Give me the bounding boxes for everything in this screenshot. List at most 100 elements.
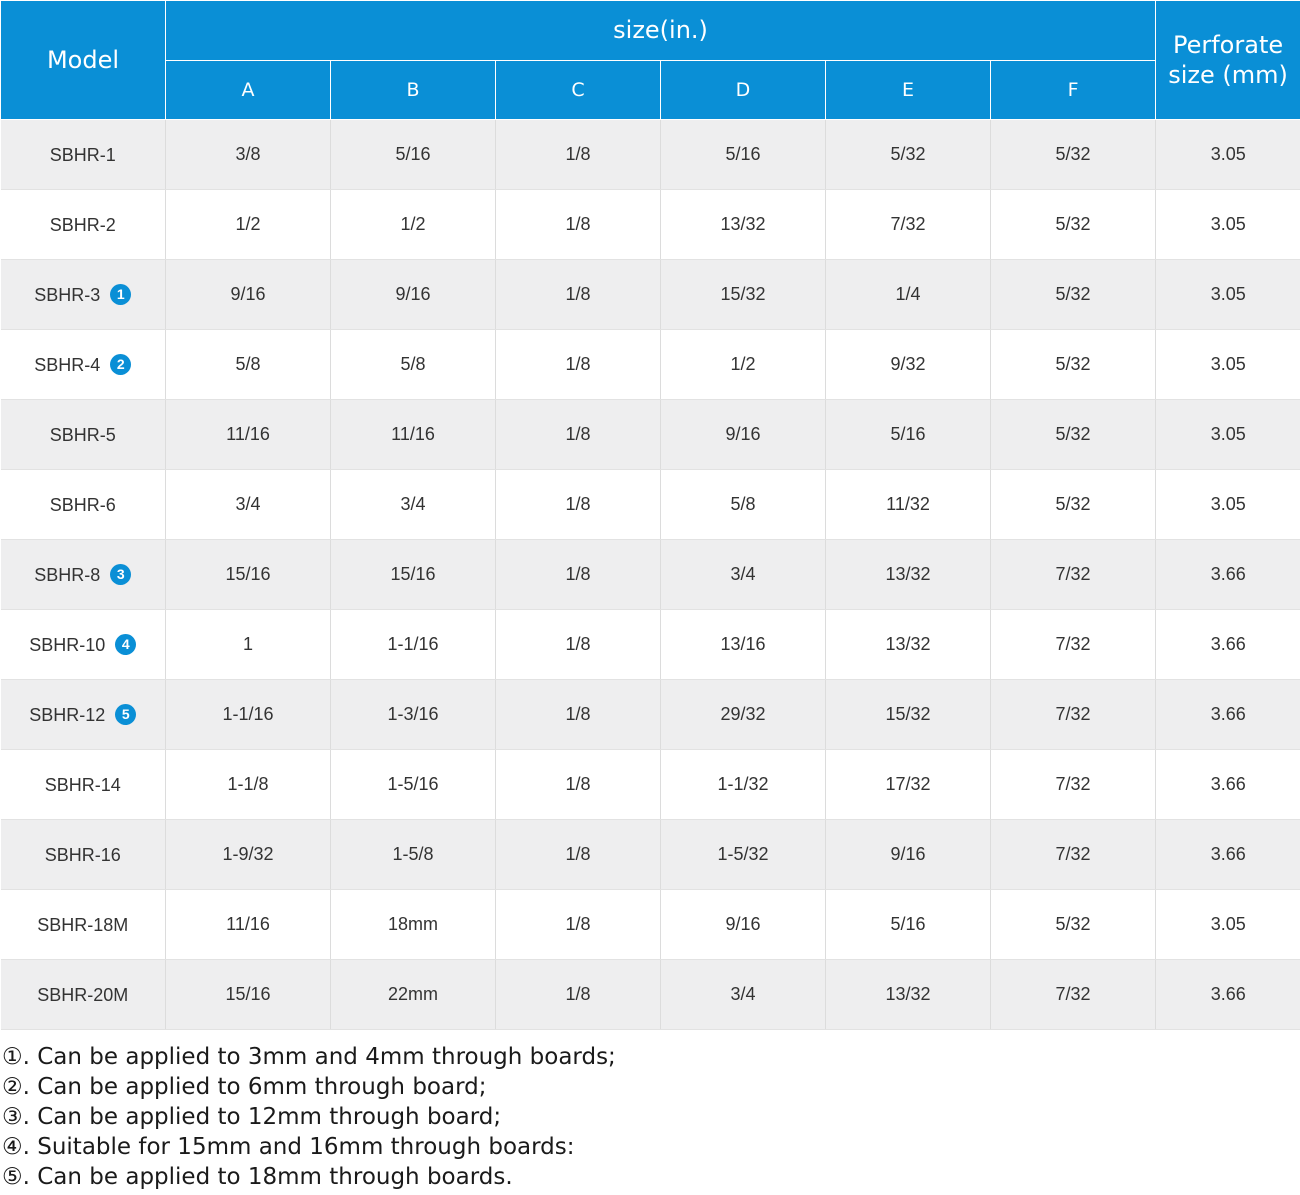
dimension-cell-f: 5/32	[990, 469, 1157, 540]
model-cell: SBHR-3 1	[0, 259, 166, 330]
dimension-cell-d: 13/32	[660, 189, 826, 260]
footnote-badge: 2	[110, 354, 132, 376]
dimension-cell-c: 1/8	[495, 749, 661, 820]
dimension-cell-a: 3/4	[165, 469, 331, 540]
model-cell: SBHR-1	[0, 119, 166, 190]
dimension-cell-f: 5/32	[990, 329, 1157, 400]
model-cell: SBHR-10 4	[0, 609, 166, 680]
dimension-cell-d: 29/32	[660, 679, 826, 750]
model-cell: SBHR-8 3	[0, 539, 166, 610]
footnote-badge: 4	[115, 634, 137, 656]
dimension-cell-e: 1/4	[825, 259, 991, 330]
model-cell: SBHR-5	[0, 399, 166, 470]
table-row: SBHR-12 5 1-1/16 1-3/16 1/8 29/32 15/32 7/32 3.6…	[0, 679, 1300, 750]
dimension-cell-d: 5/16	[660, 119, 826, 190]
dimension-cell-a: 5/8	[165, 329, 331, 400]
perforate-size-cell: 3.05	[1155, 189, 1300, 260]
footnote-line: ⑤. Can be applied to 18mm through boards…	[2, 1164, 513, 1190]
dimension-cell-b: 1-3/16	[330, 679, 496, 750]
model-cell: SBHR-12 5	[0, 679, 166, 750]
dimension-cell-e: 5/16	[825, 889, 991, 960]
perforate-size-cell: 3.66	[1155, 959, 1300, 1030]
column-header-d: D	[660, 59, 826, 120]
dimension-cell-c: 1/8	[495, 679, 661, 750]
model-name: SBHR-1	[49, 144, 116, 165]
model-header: Model	[0, 0, 166, 120]
perforate-size-cell: 3.66	[1155, 609, 1300, 680]
dimension-cell-c: 1/8	[495, 189, 661, 260]
perforate-size-cell: 3.66	[1155, 539, 1300, 610]
table-row: SBHR-6 3/4 3/4 1/8 5/8 11/32 5/32 3.05	[0, 469, 1300, 540]
model-cell: SBHR-4 2	[0, 329, 166, 400]
dimension-cell-e: 11/32	[825, 469, 991, 540]
dimension-cell-f: 7/32	[990, 609, 1157, 680]
spec-table: Model size(in.) Perforate size (mm) A B …	[0, 0, 1300, 1030]
dimension-cell-c: 1/8	[495, 539, 661, 610]
perforate-size-cell: 3.05	[1155, 119, 1300, 190]
perforate-size-cell: 3.66	[1155, 679, 1300, 750]
footnote-badge: 5	[115, 704, 137, 726]
dimension-cell-c: 1/8	[495, 609, 661, 680]
dimension-cell-b: 5/16	[330, 119, 496, 190]
dimension-cell-a: 15/16	[165, 539, 331, 610]
model-cell: SBHR-2	[0, 189, 166, 260]
model-name: SBHR-18M	[37, 914, 129, 935]
dimension-cell-d: 9/16	[660, 399, 826, 470]
table-row: SBHR-18M 11/16 18mm 1/8 9/16 5/16 5/32 3.05	[0, 889, 1300, 960]
dimension-cell-d: 13/16	[660, 609, 826, 680]
column-header-c: C	[495, 59, 661, 120]
table-row: SBHR-10 4 1 1-1/16 1/8 13/16 13/32 7/32 3.66	[0, 609, 1300, 680]
table-row: SBHR-2 1/2 1/2 1/8 13/32 7/32 5/32 3.05	[0, 189, 1300, 260]
model-name: SBHR-2	[49, 214, 116, 235]
dimension-cell-e: 15/32	[825, 679, 991, 750]
dimension-cell-e: 5/16	[825, 399, 991, 470]
model-cell: SBHR-14	[0, 749, 166, 820]
column-header-b: B	[330, 59, 496, 120]
table-row: SBHR-16 1-9/32 1-5/8 1/8 1-5/32 9/16 7/32 3.66	[0, 819, 1300, 890]
dimension-cell-c: 1/8	[495, 889, 661, 960]
dimension-cell-e: 13/32	[825, 609, 991, 680]
dimension-cell-d: 3/4	[660, 959, 826, 1030]
model-name: SBHR-3	[34, 284, 101, 305]
dimension-cell-c: 1/8	[495, 469, 661, 540]
table-row: SBHR-14 1-1/8 1-5/16 1/8 1-1/32 17/32 7/32 3.66	[0, 749, 1300, 820]
perforate-size-cell: 3.66	[1155, 819, 1300, 890]
model-cell: SBHR-16	[0, 819, 166, 890]
dimension-cell-e: 13/32	[825, 539, 991, 610]
dimension-cell-b: 3/4	[330, 469, 496, 540]
dimension-cell-a: 1	[165, 609, 331, 680]
dimension-cell-f: 7/32	[990, 959, 1157, 1030]
perforate-size-cell: 3.05	[1155, 329, 1300, 400]
dimension-cell-b: 1-1/16	[330, 609, 496, 680]
dimension-cell-a: 1-1/16	[165, 679, 331, 750]
model-name: SBHR-20M	[37, 984, 129, 1005]
perforate-size-cell: 3.05	[1155, 259, 1300, 330]
dimension-cell-f: 7/32	[990, 539, 1157, 610]
model-cell: SBHR-20M	[0, 959, 166, 1030]
dimension-cell-a: 1-1/8	[165, 749, 331, 820]
dimension-cell-b: 22mm	[330, 959, 496, 1030]
dimension-cell-d: 1/2	[660, 329, 826, 400]
dimension-cell-f: 5/32	[990, 119, 1157, 190]
model-name: SBHR-5	[49, 424, 116, 445]
dimension-cell-c: 1/8	[495, 959, 661, 1030]
dimension-cell-a: 9/16	[165, 259, 331, 330]
model-cell: SBHR-6	[0, 469, 166, 540]
footnote-badge: 3	[110, 564, 132, 586]
dimension-cell-b: 9/16	[330, 259, 496, 330]
dimension-cell-d: 9/16	[660, 889, 826, 960]
dimension-cell-c: 1/8	[495, 819, 661, 890]
dimension-cell-c: 1/8	[495, 329, 661, 400]
dimension-cell-f: 5/32	[990, 259, 1157, 330]
perforate-size-cell: 3.05	[1155, 469, 1300, 540]
dimension-cell-d: 1-5/32	[660, 819, 826, 890]
table-header: Model size(in.) Perforate size (mm) A B …	[0, 0, 1300, 120]
model-name: SBHR-8	[34, 564, 101, 585]
dimension-cell-c: 1/8	[495, 259, 661, 330]
perforate-size-cell: 3.05	[1155, 399, 1300, 470]
dimension-cell-d: 15/32	[660, 259, 826, 330]
dimension-cell-a: 1-9/32	[165, 819, 331, 890]
perforate-size-header: Perforate size (mm)	[1155, 0, 1300, 120]
dimension-cell-c: 1/8	[495, 119, 661, 190]
